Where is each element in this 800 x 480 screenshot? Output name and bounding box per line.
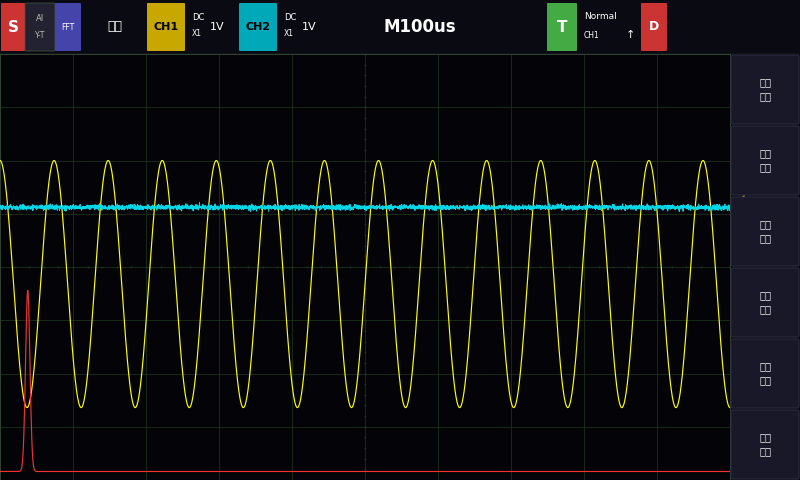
Text: T: T [557, 20, 567, 35]
Text: CH1: CH1 [154, 22, 178, 32]
FancyBboxPatch shape [731, 126, 799, 195]
Text: FFT: FFT [62, 23, 74, 32]
Text: X1: X1 [192, 29, 202, 38]
Text: 停止: 停止 [107, 21, 122, 34]
Text: ↑: ↑ [626, 30, 634, 40]
FancyBboxPatch shape [731, 339, 799, 408]
Text: 测量
数学: 测量 数学 [759, 361, 771, 385]
Text: 单次
触发: 单次 触发 [759, 290, 771, 314]
FancyBboxPatch shape [55, 3, 81, 51]
Text: D: D [649, 21, 659, 34]
FancyBboxPatch shape [1, 3, 25, 51]
Text: 控制
切换: 控制 切换 [759, 77, 771, 101]
Text: 1V: 1V [302, 22, 317, 32]
Text: DC: DC [192, 13, 204, 22]
FancyBboxPatch shape [731, 55, 799, 124]
FancyBboxPatch shape [25, 3, 55, 51]
Text: 运行
停止: 运行 停止 [759, 148, 771, 172]
FancyBboxPatch shape [641, 3, 667, 51]
Text: 1V: 1V [210, 22, 225, 32]
Text: 保存
波形: 保存 波形 [759, 432, 771, 456]
Text: CH1: CH1 [584, 31, 600, 40]
FancyBboxPatch shape [239, 3, 277, 51]
Text: M100us: M100us [384, 18, 456, 36]
FancyBboxPatch shape [731, 410, 799, 479]
Polygon shape [731, 194, 745, 216]
Text: CH2: CH2 [246, 22, 270, 32]
FancyBboxPatch shape [147, 3, 185, 51]
FancyBboxPatch shape [731, 197, 799, 266]
Text: 自动
调节: 自动 调节 [759, 219, 771, 243]
FancyBboxPatch shape [731, 268, 799, 337]
Text: Normal: Normal [584, 12, 617, 22]
Text: S: S [7, 20, 18, 35]
Text: Y-T: Y-T [35, 31, 45, 40]
Text: DC: DC [284, 13, 296, 22]
Text: X1: X1 [284, 29, 294, 38]
FancyBboxPatch shape [547, 3, 577, 51]
Text: AI: AI [36, 14, 44, 23]
